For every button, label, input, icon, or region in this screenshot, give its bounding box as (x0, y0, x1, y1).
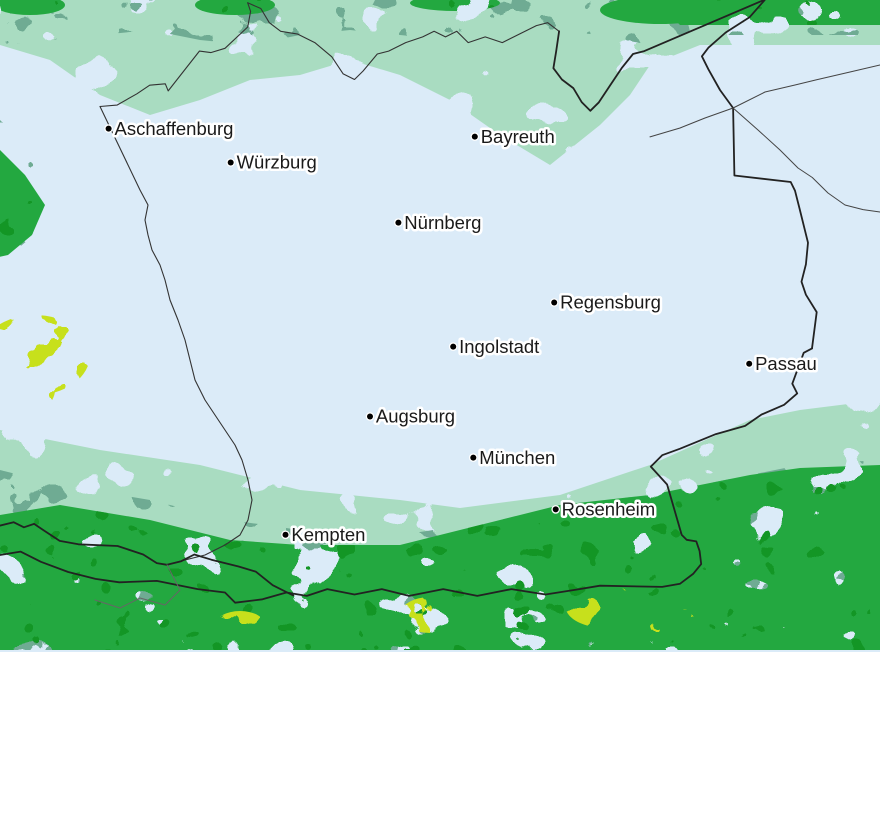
svg-text:München: München (479, 447, 555, 468)
svg-text:Nürnberg: Nürnberg (404, 212, 481, 233)
svg-text:Kempten: Kempten (291, 524, 365, 545)
svg-text:Passau: Passau (755, 353, 817, 374)
svg-text:Würzburg: Würzburg (237, 152, 317, 173)
svg-text:Regensburg: Regensburg (560, 292, 661, 313)
svg-text:Aschaffenburg: Aschaffenburg (115, 118, 234, 139)
svg-text:Ingolstadt: Ingolstadt (459, 336, 539, 357)
svg-text:Bayreuth: Bayreuth (481, 126, 555, 147)
svg-text:Augsburg: Augsburg (376, 406, 455, 427)
svg-text:Rosenheim: Rosenheim (562, 499, 656, 520)
